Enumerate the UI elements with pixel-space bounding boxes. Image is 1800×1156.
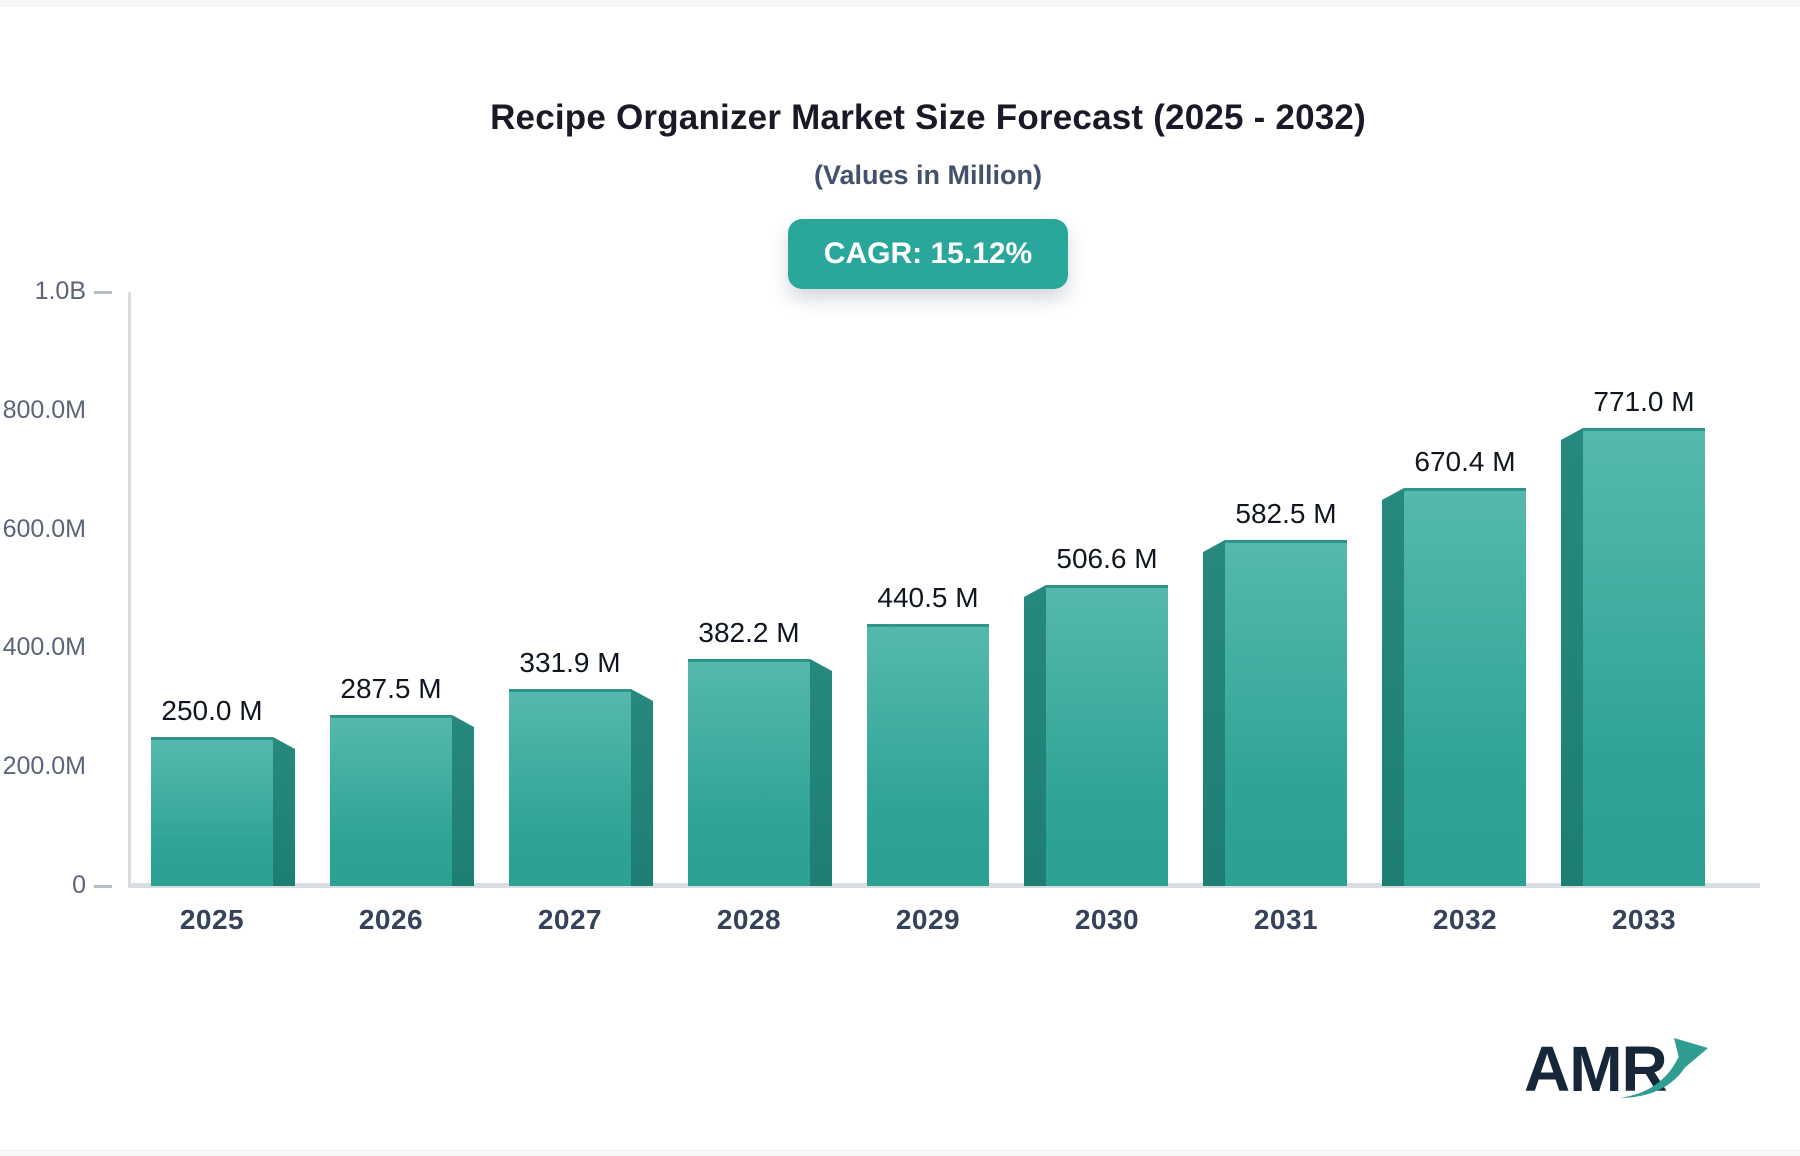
bar-3d-side bbox=[452, 715, 474, 886]
x-axis-label-2027: 2027 bbox=[537, 904, 603, 935]
bar-value-label: 670.4 M bbox=[1414, 446, 1516, 477]
bar-face bbox=[1583, 428, 1705, 886]
bar-value-label: 250.0 M bbox=[161, 695, 263, 726]
bar-group-2025: 250.0 M 2025 bbox=[129, 292, 295, 935]
bar-face bbox=[330, 715, 452, 886]
bar-group-2030: 506.6 M 2030 bbox=[1024, 292, 1190, 935]
y-tick-label: 800.0M bbox=[2, 395, 86, 424]
bar-group-2031: 582.5 M 2031 bbox=[1203, 292, 1369, 935]
chart-header: Recipe Organizer Market Size Forecast (2… bbox=[28, 98, 1800, 289]
bar-group-2027: 331.9 M 2027 bbox=[487, 292, 653, 935]
chart-subtitle: (Values in Million) bbox=[813, 160, 1043, 190]
bar-value-label: 287.5 M bbox=[340, 673, 442, 704]
y-axis-line bbox=[128, 292, 131, 886]
y-tick-label: 400.0M bbox=[2, 633, 86, 662]
x-axis-label-2025: 2025 bbox=[179, 904, 245, 935]
bar-3d-side bbox=[631, 689, 653, 886]
y-tick-label: 600.0M bbox=[2, 514, 86, 543]
bar-3d-side bbox=[1561, 428, 1583, 886]
bar-group-2026: 287.5 M 2026 bbox=[308, 292, 474, 935]
bar-group-2028: 382.2 M 2028 bbox=[666, 292, 832, 935]
x-axis-label-2030: 2030 bbox=[1074, 904, 1140, 935]
y-tick-dash bbox=[94, 291, 112, 294]
bar-face bbox=[1046, 585, 1168, 886]
bottom-edge-strip bbox=[0, 1150, 1800, 1156]
bar-face bbox=[1404, 488, 1526, 886]
x-axis-label-2029: 2029 bbox=[895, 904, 961, 935]
bar-value-label: 771.0 M bbox=[1593, 386, 1695, 417]
x-axis-label-2026: 2026 bbox=[358, 904, 424, 935]
bar-value-label: 331.9 M bbox=[519, 647, 621, 678]
bar-3d-side bbox=[1203, 540, 1225, 886]
cagr-badge: CAGR: 15.12% bbox=[787, 219, 1069, 289]
chart-title: Recipe Organizer Market Size Forecast (2… bbox=[490, 98, 1366, 137]
logo-arrow-icon bbox=[1620, 1038, 1708, 1098]
bar-value-label: 506.6 M bbox=[1056, 543, 1158, 574]
x-axis-label-2028: 2028 bbox=[716, 904, 782, 935]
bar-group-2029: 440.5 M 2029 bbox=[845, 292, 1011, 935]
amr-logo: AMR bbox=[1524, 1032, 1734, 1122]
bar-3d-side bbox=[810, 659, 832, 886]
bar-value-label: 382.2 M bbox=[698, 617, 800, 648]
bar-face bbox=[151, 737, 273, 886]
y-tick-dash bbox=[94, 885, 112, 888]
x-axis-label-2033: 2033 bbox=[1611, 904, 1677, 935]
top-edge-strip bbox=[0, 0, 1800, 6]
y-tick-label: 1.0B bbox=[34, 277, 86, 305]
bar-3d-side bbox=[1024, 585, 1046, 886]
bar-value-label: 582.5 M bbox=[1235, 498, 1337, 529]
bar-3d-side bbox=[1382, 488, 1404, 886]
bar-face bbox=[509, 689, 631, 886]
plot-area: 250.0 M 2025 287.5 M 2026 331.9 M 2027 382.2 M… bbox=[129, 292, 1760, 935]
bar-face bbox=[867, 624, 989, 886]
bar-group-2032: 670.4 M 2032 bbox=[1382, 292, 1548, 935]
bar-3d-side bbox=[273, 737, 295, 886]
bar-value-label: 440.5 M bbox=[877, 582, 979, 613]
y-tick-label: 200.0M bbox=[2, 752, 86, 781]
x-axis-label-2031: 2031 bbox=[1253, 904, 1319, 935]
y-tick-label: 0 bbox=[72, 871, 86, 899]
bar-face bbox=[688, 659, 810, 886]
bar-group-2033: 771.0 M 2033 bbox=[1561, 292, 1727, 935]
x-axis-label-2032: 2032 bbox=[1432, 904, 1498, 935]
bar-face bbox=[1225, 540, 1347, 886]
